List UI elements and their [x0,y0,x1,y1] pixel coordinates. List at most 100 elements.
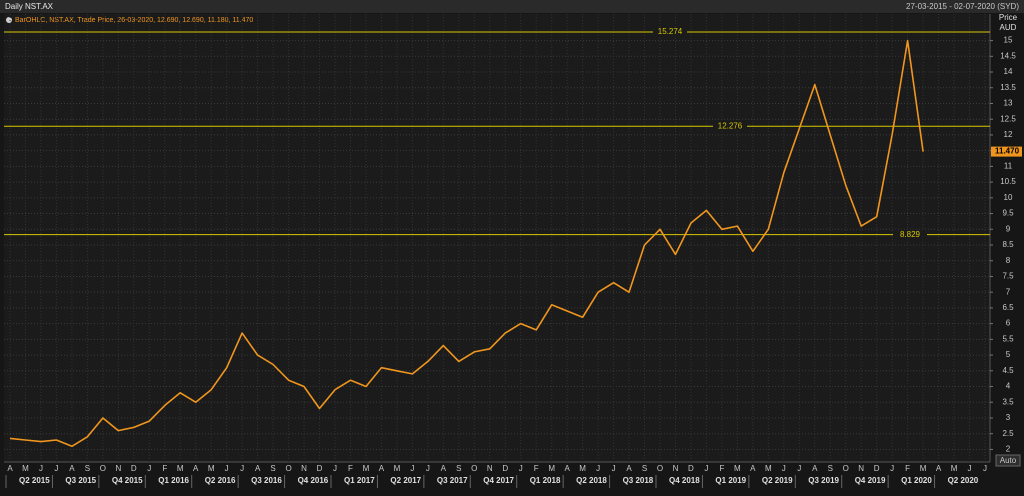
y-tick-label: 6 [1006,319,1011,328]
x-tick-label: S [456,464,461,473]
x-tick-label: A [812,464,818,473]
x-tick-label: D [688,464,694,473]
quarter-label: Q2 2016 [205,476,236,485]
header-title: Daily NST.AX [5,2,54,11]
x-tick-label: M [920,464,927,473]
x-tick-label: N [858,464,864,473]
quarter-label: Q4 2017 [483,476,514,485]
x-tick-label: F [905,464,910,473]
x-tick-label: A [936,464,942,473]
y-tick-label: 14.5 [1000,51,1016,60]
x-tick-label: M [394,464,401,473]
x-tick-label: A [750,464,756,473]
auto-button[interactable]: Auto [995,454,1021,467]
level-label-bg [653,26,687,37]
x-tick-label: A [255,464,261,473]
y-tick-label: 2 [1006,445,1011,454]
level-label-bg [893,229,927,240]
y-tick-label: 5.5 [1002,334,1014,343]
x-tick-label: M [734,464,741,473]
header-bar [0,0,1024,13]
y-tick-label: 4 [1006,382,1011,391]
last-price-box [991,146,1022,157]
auto-button-label[interactable]: Auto [1000,456,1017,465]
x-tick-label: O [843,464,849,473]
x-tick-label: J [968,464,972,473]
x-tick-label: O [100,464,106,473]
x-tick-label: J [39,464,43,473]
x-tick-label: F [534,464,539,473]
x-tick-label: M [363,464,370,473]
x-tick-label: M [22,464,29,473]
level-label: 12.276 [718,121,743,130]
x-tick-label: J [410,464,414,473]
x-tick-label: F [162,464,167,473]
x-tick-label: J [704,464,708,473]
x-tick-label: J [612,464,616,473]
plot-area [4,14,990,462]
quarter-label: Q3 2019 [808,476,839,485]
quarter-label: Q4 2019 [855,476,886,485]
x-tick-label: M [548,464,555,473]
y-tick-label: 10 [1004,193,1013,202]
x-tick-label: M [177,464,184,473]
quarter-label: Q1 2019 [715,476,746,485]
y-tick-label: 4.5 [1002,366,1014,375]
y-tick-label: 3 [1006,413,1011,422]
quarter-label: Q1 2016 [158,476,189,485]
x-tick-label: A [564,464,570,473]
y-tick-label: 12 [1004,130,1013,139]
quarter-label: Q2 2015 [19,476,50,485]
quarter-label: Q1 2017 [344,476,375,485]
last-price-label: 11.470 [995,147,1020,156]
x-tick-label: J [333,464,337,473]
auto-button-box[interactable] [995,454,1021,467]
x-tick-label: F [719,464,724,473]
x-tick-label: J [797,464,801,473]
x-tick-label: J [983,464,987,473]
x-tick-label: N [673,464,679,473]
x-tick-label: J [54,464,58,473]
y-tick-label: 6.5 [1002,303,1014,312]
level-label: 15.274 [658,27,683,36]
quarter-label: Q2 2018 [576,476,607,485]
quarter-label: Q3 2017 [437,476,468,485]
x-tick-label: O [657,464,663,473]
x-tick-label: A [193,464,199,473]
x-tick-label: O [285,464,291,473]
y-axis-unit: AUD [1000,23,1017,32]
x-tick-label: M [951,464,958,473]
quarter-label: Q2 2017 [390,476,421,485]
y-tick-label: 10.5 [1000,177,1016,186]
x-tick-label: A [7,464,13,473]
x-tick-label: J [890,464,894,473]
x-tick-label: M [579,464,586,473]
quarter-label: Q4 2016 [298,476,329,485]
x-tick-label: J [147,464,151,473]
y-tick-label: 2.5 [1002,429,1014,438]
y-tick-label: 3.5 [1002,397,1014,406]
x-tick-label: F [348,464,353,473]
level-label: 8.829 [900,230,921,239]
y-tick-label: 9.5 [1002,209,1014,218]
x-tick-label: J [782,464,786,473]
x-tick-label: N [487,464,493,473]
y-tick-label: 8.5 [1002,240,1014,249]
quarter-label: Q1 2020 [901,476,932,485]
quarter-label: Q2 2020 [948,476,979,485]
x-tick-label: O [471,464,477,473]
x-tick-label: A [379,464,385,473]
legend-icon [6,17,12,23]
y-tick-label: 5 [1006,350,1011,359]
y-tick-label: 9 [1006,224,1011,233]
y-tick-label: 15 [1004,36,1013,45]
x-tick-label: J [240,464,244,473]
quarter-label: Q3 2018 [623,476,654,485]
x-tick-label: A [626,464,632,473]
x-tick-label: J [426,464,430,473]
y-tick-label: 7 [1006,287,1011,296]
x-tick-label: S [85,464,90,473]
x-tick-label: M [208,464,215,473]
